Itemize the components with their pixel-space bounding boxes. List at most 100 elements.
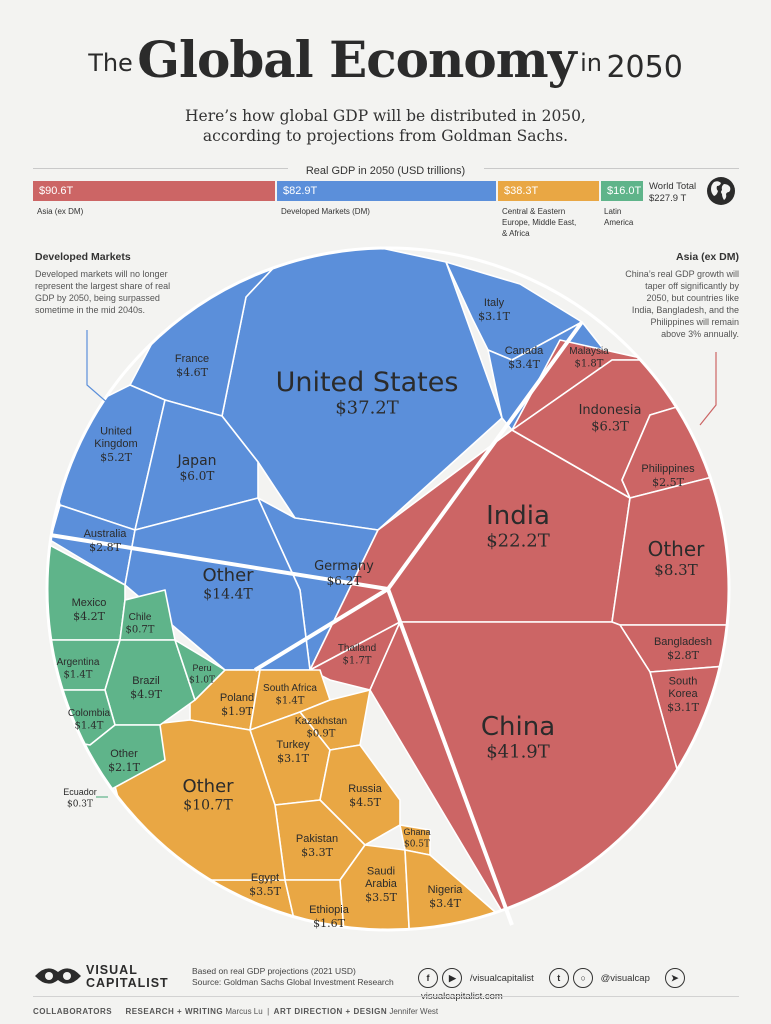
- label-value-central-eastern-europe-middle-east-africa-egypt: $3.5T: [249, 885, 281, 898]
- label-value-asia-ex-dm-malaysia: $1.8T: [575, 359, 604, 370]
- label-name-latin-america-peru: Peru: [192, 663, 211, 673]
- label-name-central-eastern-europe-middle-east-africa-saudi-arabia-1: Saudi: [367, 865, 395, 877]
- collaborators: COLLABORATORS RESEARCH + WRITING Marcus …: [33, 1007, 439, 1016]
- label-value-developed-markets-italy: $3.1T: [478, 310, 510, 323]
- label-value-asia-ex-dm-other: $8.3T: [654, 561, 697, 579]
- bar-heading-rule-left: [33, 168, 288, 169]
- note-asia-connector: [699, 352, 717, 426]
- label-value-asia-ex-dm-china: $41.9T: [486, 742, 550, 763]
- label-value-central-eastern-europe-middle-east-africa-nigeria: $3.4T: [429, 897, 461, 910]
- art-label: ART DIRECTION + DESIGN: [273, 1007, 388, 1016]
- label-name-asia-ex-dm-south-korea-2: Korea: [668, 688, 698, 700]
- note-dm-connector: [86, 330, 111, 406]
- label-value-asia-ex-dm-indonesia: $6.3T: [591, 419, 629, 434]
- collaborators-label: COLLABORATORS: [33, 1007, 113, 1016]
- label-name-central-eastern-europe-middle-east-africa-ghana: Ghana: [403, 827, 430, 837]
- label-value-latin-america-colombia: $1.4T: [75, 721, 104, 732]
- label-name-developed-markets-united-kingdom-1: United: [100, 425, 132, 437]
- facebook-icon[interactable]: f: [418, 968, 438, 988]
- label-name-asia-ex-dm-malaysia: Malaysia: [569, 346, 609, 357]
- label-name-central-eastern-europe-middle-east-africa-saudi-arabia-2: Arabia: [365, 878, 398, 890]
- bar-segment-ceemea: $38.3T: [498, 181, 599, 201]
- world-total-label: World Total: [649, 181, 697, 192]
- chart-outline: [45, 246, 731, 932]
- label-value-developed-markets-united-kingdom: $5.2T: [100, 451, 132, 464]
- label-name-central-eastern-europe-middle-east-africa-nigeria: Nigeria: [428, 884, 464, 896]
- label-value-developed-markets-united-states: $37.2T: [335, 398, 399, 419]
- label-name-asia-ex-dm-south-korea-1: South: [669, 675, 698, 687]
- label-name-central-eastern-europe-middle-east-africa-ethiopia: Ethiopia: [309, 904, 350, 916]
- brand-bottom: CAPITALIST: [86, 976, 169, 990]
- label-name-developed-markets-japan: Japan: [176, 453, 216, 469]
- label-name-central-eastern-europe-middle-east-africa-other: Other: [182, 776, 234, 797]
- label-value-developed-markets-france: $4.6T: [176, 366, 208, 379]
- label-value-developed-markets-japan: $6.0T: [180, 469, 215, 483]
- label-name-latin-america-argentina: Argentina: [57, 657, 100, 668]
- cell-developed-markets-japan: [134, 399, 259, 531]
- label-value-central-eastern-europe-middle-east-africa-poland: $1.9T: [221, 705, 253, 718]
- twitter-icon[interactable]: t: [548, 968, 569, 988]
- label-name-latin-america-ecuador: Ecuador: [63, 787, 97, 797]
- handle-visualcap[interactable]: @visualcap: [600, 972, 650, 984]
- globe-icon: [707, 177, 735, 205]
- label-value-asia-ex-dm-bangladesh: $2.8T: [667, 649, 699, 662]
- label-value-central-eastern-europe-middle-east-africa-other: $10.7T: [183, 798, 233, 814]
- bar-segment-latam: $16.0T: [601, 181, 643, 201]
- label-value-developed-markets-other: $14.4T: [203, 587, 253, 603]
- visual-capitalist-logo-icon: [35, 968, 81, 984]
- label-value-developed-markets-australia: $2.8T: [89, 541, 121, 554]
- label-value-asia-ex-dm-india: $22.2T: [486, 531, 550, 552]
- label-name-central-eastern-europe-middle-east-africa-south-africa: South Africa: [263, 683, 317, 694]
- label-name-latin-america-chile: Chile: [129, 612, 152, 623]
- group-border-3: [49, 533, 389, 591]
- bar-label-asia: Asia (ex DM): [37, 207, 84, 216]
- label-value-central-eastern-europe-middle-east-africa-pakistan: $3.3T: [301, 846, 333, 859]
- subtitle-line-1: Here’s how global GDP will be distribute…: [185, 107, 586, 125]
- subtitle: Here’s how global GDP will be distribute…: [0, 106, 771, 146]
- label-value-latin-america-peru: $1.0T: [189, 675, 215, 685]
- label-name-asia-ex-dm-china: China: [481, 712, 555, 742]
- world-total: World Total $227.9 T: [649, 181, 696, 205]
- bar-label-ceemea: Central & Eastern Europe, Middle East, & A…: [502, 207, 577, 238]
- label-name-developed-markets-other: Other: [202, 565, 254, 586]
- label-name-central-eastern-europe-middle-east-africa-pakistan: Pakistan: [296, 833, 338, 845]
- label-name-asia-ex-dm-indonesia: Indonesia: [579, 403, 642, 418]
- handle-visualcapitalist[interactable]: /visualcapitalist: [469, 972, 534, 984]
- world-total-value: $227.9 T: [649, 193, 687, 204]
- title-year: 2050: [606, 50, 683, 85]
- title-prefix: The: [88, 49, 133, 77]
- label-value-latin-america-ecuador: $0.3T: [67, 799, 93, 809]
- label-name-central-eastern-europe-middle-east-africa-turkey: Turkey: [276, 739, 310, 751]
- footer-divider: [33, 996, 739, 997]
- label-value-latin-america-brazil: $4.9T: [130, 688, 162, 701]
- bar-heading: Real GDP in 2050 (USD trillions): [0, 165, 771, 177]
- note-dm-body: Developed markets will no longer represen…: [35, 269, 171, 315]
- bar-label-latam: Latin America: [604, 207, 634, 227]
- page-title: The Global Economy in 2050: [0, 30, 771, 89]
- label-name-asia-ex-dm-other: Other: [648, 537, 706, 561]
- label-value-central-eastern-europe-middle-east-africa-ghana: $0.5T: [404, 839, 430, 849]
- source-note: Based on real GDP projections (2021 USD)…: [192, 966, 394, 987]
- art-name: Jennifer West: [389, 1007, 439, 1016]
- research-name: Marcus Lu: [225, 1007, 263, 1016]
- label-value-asia-ex-dm-philippines: $2.5T: [652, 476, 684, 489]
- brand-top: VISUAL: [86, 963, 138, 977]
- group-border-2: [386, 588, 514, 926]
- label-value-central-eastern-europe-middle-east-africa-turkey: $3.1T: [277, 752, 309, 765]
- label-name-central-eastern-europe-middle-east-africa-kazakhstan: Kazakhstan: [295, 716, 347, 727]
- note-dm-heading: Developed Markets: [35, 251, 131, 263]
- label-name-developed-markets-germany: Germany: [314, 559, 374, 574]
- youtube-icon[interactable]: ▶: [442, 968, 463, 988]
- label-name-developed-markets-italy: Italy: [484, 297, 505, 309]
- research-label: RESEARCH + WRITING: [125, 1007, 224, 1016]
- note-asia-body: China’s real GDP growth will taper off si…: [625, 269, 739, 339]
- label-value-latin-america-argentina: $1.4T: [64, 670, 93, 681]
- instagram-icon[interactable]: ○: [573, 968, 594, 988]
- footer: VISUAL CAPITALIST Based on real GDP proj…: [0, 955, 771, 1024]
- label-value-central-eastern-europe-middle-east-africa-south-africa: $1.4T: [276, 696, 305, 707]
- label-name-central-eastern-europe-middle-east-africa-russia: Russia: [348, 783, 383, 795]
- label-value-central-eastern-europe-middle-east-africa-saudi-arabia: $3.5T: [365, 891, 397, 904]
- label-name-asia-ex-dm-thailand: Thailand: [338, 643, 376, 654]
- label-name-latin-america-brazil: Brazil: [132, 675, 160, 687]
